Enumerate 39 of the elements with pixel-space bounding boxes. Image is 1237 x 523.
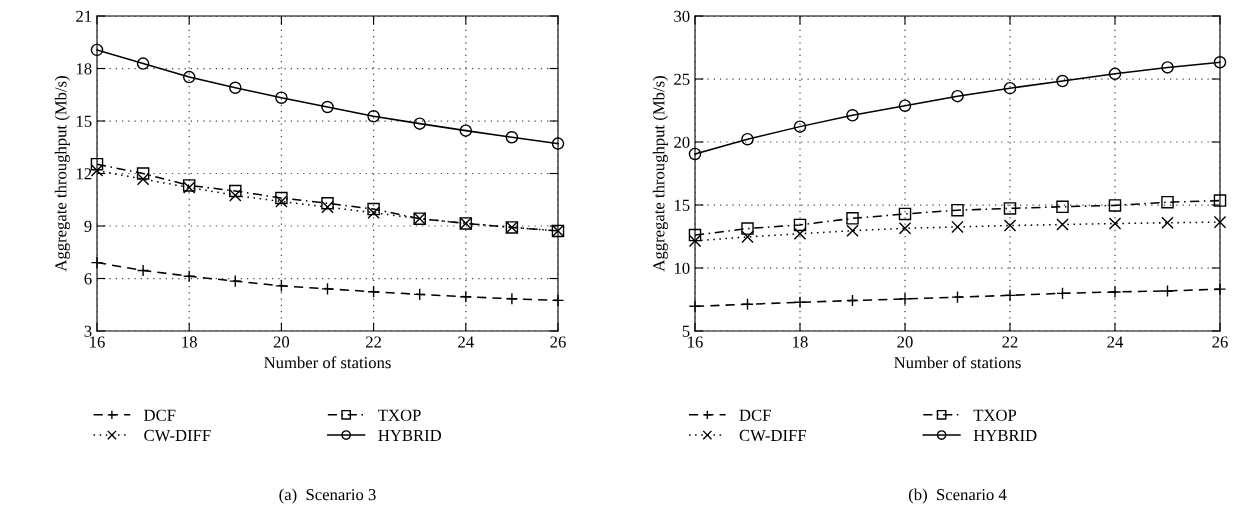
legend-label: HYBRID [973,429,1037,441]
x-tick-label: 18 [182,336,197,348]
y-tick-label: 12 [76,168,92,180]
y-tick-label: 3 [84,325,92,337]
legend-label: TXOP [378,409,421,421]
y-axis-title: Aggregate throughput (Mb/s) [652,76,668,272]
y-tick-label: 21 [76,10,92,22]
x-tick-label: 20 [897,336,913,348]
x-axis-title: Number of stations [264,356,391,369]
legend-label: TXOP [973,409,1017,421]
x-tick-label: 24 [458,336,474,348]
y-tick-label: 6 [84,273,92,285]
x-tick-label: 16 [688,336,703,348]
x-tick-label: 16 [90,336,105,348]
x-tick-label: 18 [793,336,808,348]
x-tick-label: 24 [1107,336,1124,348]
legend-label: CW-DIFF [739,429,806,442]
y-tick-label: 30 [674,10,690,22]
y-tick-label: 5 [682,325,690,337]
x-tick-label: 20 [273,336,290,348]
y-tick-label: 25 [674,73,690,85]
legend-label: DCF [144,409,176,421]
text: (a) Scenario 3 [279,488,376,504]
legend-label: DCF [739,409,771,421]
y-tick-label: 20 [674,136,690,148]
y-axis-title: Aggregate throughput (Mb/s) [54,76,70,272]
y-tick-label: 10 [674,262,690,274]
x-tick-label: 26 [1212,336,1228,348]
x-tick-label: 22 [1002,336,1018,348]
y-tick-label: 18 [76,63,92,75]
legend-label: HYBRID [378,429,442,441]
y-tick-label: 15 [76,115,92,127]
y-tick-label: 15 [674,199,690,211]
x-tick-label: 22 [366,336,382,348]
legend-label: CW-DIFF [144,429,211,442]
y-tick-label: 9 [84,220,92,232]
text: (b) Scenario 4 [908,488,1007,504]
x-axis-title: Number of stations [894,356,1021,369]
x-tick-label: 26 [550,336,566,348]
